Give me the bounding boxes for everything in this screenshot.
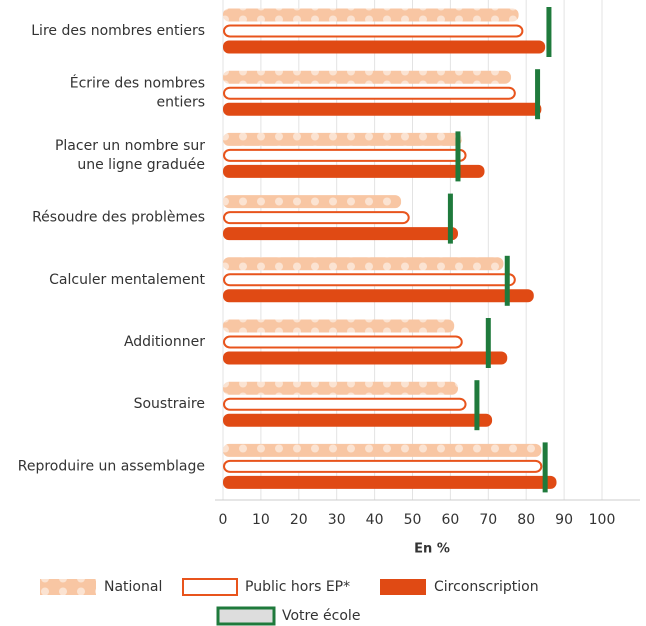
bar [223,8,519,22]
school-marker [546,7,552,57]
bar [223,164,485,178]
bar [223,148,467,162]
school-marker [535,69,541,120]
category-label: Additionner [124,334,205,350]
bar [223,227,458,241]
bar [223,24,524,38]
bar [223,413,493,427]
legend-label: Public hors EP* [245,579,350,595]
legend-label: Circonscription [434,579,539,595]
bar [223,86,516,100]
x-tick-label: 40 [366,512,384,528]
x-tick-label: 70 [479,512,497,528]
school-marker [485,318,491,368]
x-tick-label: 60 [441,512,459,528]
category-label: Calculer mentalement [49,272,205,288]
bar [223,273,516,287]
category-label: entiers [156,95,205,111]
bar [223,443,542,457]
x-tick-label: 80 [517,512,535,528]
x-tick-label: 30 [328,512,346,528]
category-label: Lire des nombres entiers [31,23,205,39]
legend-label: National [104,579,162,595]
bar [223,289,534,303]
bar [223,211,410,225]
school-marker [504,255,510,306]
bar [223,132,462,146]
category-label: Soustraire [134,396,205,412]
legend-swatch [40,579,96,595]
category-label: Reproduire un assemblage [18,458,205,474]
x-tick-label: 50 [404,512,422,528]
category-label: Écrire des nombres [70,75,205,92]
x-tick-label: 100 [589,512,616,528]
category-label: Placer un nombre sur [55,138,205,154]
bar [223,195,402,209]
category-label: une ligne graduée [77,157,205,173]
bar [223,70,512,84]
school-marker [455,131,461,182]
bar [223,475,557,489]
bar [223,40,546,54]
bar [223,459,543,473]
x-tick-label: 10 [252,512,270,528]
school-marker [474,380,480,431]
legend-swatch [216,606,276,626]
x-tick-label: 0 [219,512,228,528]
legend-label: Votre école [282,608,360,624]
bar [223,335,463,349]
bar [223,102,542,116]
bar [223,257,504,271]
bar [223,397,467,411]
school-marker [542,442,548,493]
legend-swatch [380,579,426,595]
x-tick-label: 20 [290,512,308,528]
x-tick-label: 90 [555,512,573,528]
x-axis-label: En % [414,542,450,557]
legend-swatch [182,578,238,596]
bar [223,319,455,333]
category-label: Résoudre des problèmes [32,210,205,226]
bar [223,351,508,365]
bar [223,381,458,395]
school-marker [447,193,453,244]
